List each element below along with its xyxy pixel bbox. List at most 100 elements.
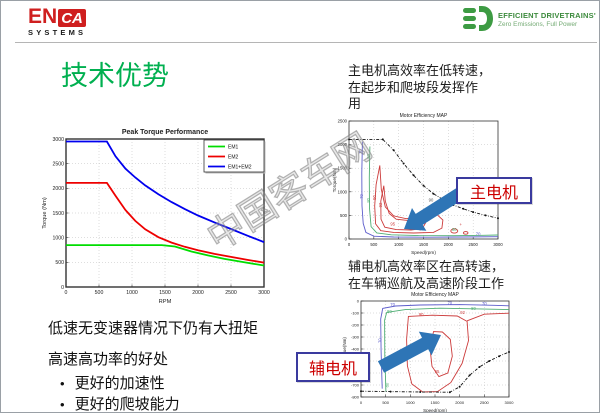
svg-text:80: 80 [381,362,386,367]
enca-subtitle: SYSTEMS [28,28,87,37]
svg-text:90: 90 [419,227,424,232]
torque-envelope [360,351,510,393]
benefit-item-label: 更好的加速性 [74,375,165,392]
slide-title: 技术优势 [61,61,169,91]
svg-text:500: 500 [95,290,104,296]
svg-text:70: 70 [359,194,364,199]
legend-label: EM1+EM2 [228,165,252,171]
svg-text:0: 0 [61,285,64,291]
svg-text:70: 70 [358,149,363,154]
svg-text:95: 95 [390,221,395,226]
svg-text:90: 90 [429,198,434,203]
enca-wordmark-box: CA [58,9,86,27]
svg-text:2000: 2000 [338,142,348,147]
svg-text:80: 80 [385,382,390,387]
svg-text:3000: 3000 [505,400,515,405]
main-motor-note-line: 主电机高效率在低转速， [348,63,492,78]
legend-label: EM1 [228,145,239,151]
main-motor-note-line: 在起步和爬坡段发挥作 [348,79,479,95]
main-motor-note-line: 用 [348,96,362,111]
svg-text:500: 500 [370,242,378,247]
svg-text:1500: 1500 [52,211,64,217]
ed-logo-tagline: Zero Emissions, Full Power [498,20,578,28]
svg-text:2000: 2000 [192,290,204,296]
svg-text:500: 500 [382,400,389,405]
peak-torque-chart: 0 500 1000 1500 2000 2500 3000 0 500 1000 1500 2000… [42,129,270,305]
legend-label: EM2 [228,155,239,161]
svg-text:80: 80 [366,197,371,202]
series-EM2 [66,182,265,264]
svg-text:-800: -800 [351,394,360,399]
benefit-list: • 更好的加速性 • 更好的爬坡能力 [48,374,328,413]
svg-text:85: 85 [404,348,409,353]
bullet-icon: • [60,396,65,412]
enca-logo: EN CA SYSTEMS [28,6,86,37]
series-EM1+EM2 [66,140,265,243]
aux-motor-callout: 辅电机 [296,352,370,382]
svg-text:90: 90 [372,194,377,199]
svg-text:2000: 2000 [52,186,64,192]
svg-text:-200: -200 [351,322,360,327]
svg-text:92: 92 [378,202,383,207]
svg-text:500: 500 [340,213,348,218]
svg-text:1000: 1000 [406,400,416,405]
svg-text:2500: 2500 [225,290,237,296]
svg-text:1000: 1000 [394,242,404,247]
svg-text:-300: -300 [351,334,360,339]
svg-text:3000: 3000 [52,137,64,143]
svg-text:95: 95 [435,369,440,374]
benefit-item-label: 更好的爬坡能力 [74,395,180,413]
svg-text:92: 92 [460,310,465,315]
benefit-item: • 更好的爬坡能力 [60,395,328,413]
svg-text:-400: -400 [351,346,360,351]
svg-text:2500: 2500 [338,118,348,123]
svg-text:80: 80 [387,309,392,314]
svg-text:1000: 1000 [338,189,348,194]
aux-motor-note-line: 辅电机高效率区在高转速， [348,259,505,274]
svg-text:2500: 2500 [52,161,64,167]
svg-text:0: 0 [360,400,363,405]
chart-title: Motor Efficiency MAP [411,292,459,298]
chart-title: Motor Efficiency MAP [400,113,448,119]
svg-text:80: 80 [471,306,476,311]
svg-text:0: 0 [345,236,348,241]
y-axis-label: Torque(Nm) [342,337,347,361]
svg-text:-100: -100 [351,310,360,315]
benefit-item: • 更好的加速性 [60,374,328,395]
svg-text:0: 0 [65,290,68,296]
svg-text:0: 0 [348,242,351,247]
svg-text:3000: 3000 [258,290,270,296]
svg-text:2000: 2000 [455,400,465,405]
svg-text:1500: 1500 [431,400,441,405]
svg-text:70: 70 [482,301,487,306]
y-axis-label: Torque (Nm) [42,197,48,229]
contour-95 [466,312,510,322]
svg-text:0: 0 [357,298,360,303]
svg-text:70: 70 [378,338,383,343]
svg-text:2000: 2000 [444,242,454,247]
torque-benefit-line: 低速无变速器情况下仍有大扭矩 [48,320,259,337]
aux-motor-note: 辅电机高效率区在高转速， 在车辆巡航及高速阶段工作 [348,259,548,292]
main-motor-note: 主电机高效率在低转速， 在起步和爬坡段发挥作 用 [348,63,548,113]
svg-text:1000: 1000 [52,235,64,241]
ed-logo-icon [463,6,493,31]
main-motor-callout: 主电机 [456,177,532,204]
svg-text:1500: 1500 [338,166,348,171]
enca-wordmark: EN [28,5,58,28]
contour-80 [368,146,499,237]
svg-text:70: 70 [390,302,395,307]
y-axis-label: Torque(Nm) [332,167,337,192]
map-bottom-chart: 0 500 1000 1500 2000 2500 3000 0 -100 -200 -300 -40… [342,292,515,413]
aux-motor-note-line: 在车辆巡航及高速阶段工作 [348,275,505,291]
svg-text:92: 92 [408,224,413,229]
ed-logo-title: EFFICIENT DRIVETRAINS' [498,10,596,20]
svg-text:70: 70 [447,301,452,306]
benefits-text-block: 低速无变速器情况下仍有大扭矩 高速高功率的好处 • 更好的加速性 • 更好的爬坡能力 [48,317,328,413]
svg-text:90: 90 [419,312,424,317]
x-axis-label: Speed(rpm) [423,408,447,413]
svg-text:3000: 3000 [493,242,503,247]
svg-text:1500: 1500 [419,242,429,247]
contour-70 [361,141,499,238]
power-benefit-heading: 高速高功率的好处 [48,351,169,368]
